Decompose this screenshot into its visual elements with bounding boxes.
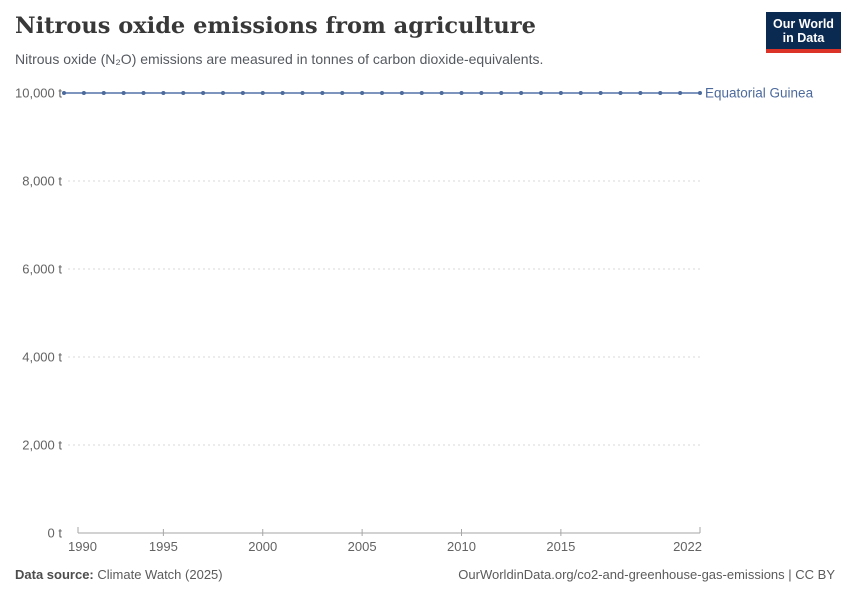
x-axis-tick-label: 2005 — [348, 539, 377, 554]
y-axis-tick-label: 0 t — [48, 526, 63, 541]
data-point-marker — [678, 91, 683, 95]
data-point-marker — [340, 91, 345, 95]
owid-logo-red-bar — [766, 49, 841, 53]
data-point-marker — [360, 91, 365, 95]
data-point-marker — [181, 91, 186, 95]
data-point-marker — [240, 91, 245, 95]
data-point-marker — [81, 91, 86, 95]
data-point-marker — [658, 91, 663, 95]
data-source-label: Data source: — [15, 567, 94, 582]
data-point-marker — [320, 91, 325, 95]
data-point-marker — [519, 91, 524, 95]
data-point-marker — [380, 91, 384, 95]
data-point-marker — [280, 91, 285, 95]
y-axis-tick-label: 6,000 t — [22, 262, 62, 277]
data-point-marker — [439, 91, 444, 95]
data-point-marker — [459, 91, 464, 95]
credit-line: OurWorldinData.org/co2-and-greenhouse-ga… — [458, 567, 835, 582]
data-source: Data source: Climate Watch (2025) — [15, 567, 223, 582]
page-title: Nitrous oxide emissions from agriculture — [15, 13, 536, 39]
x-axis-tick-label: 2022 — [673, 539, 702, 554]
data-point-marker — [121, 91, 126, 95]
data-point-marker — [698, 91, 702, 95]
data-point-marker — [499, 91, 504, 95]
data-point-marker — [62, 91, 66, 95]
y-axis-tick-label: 4,000 t — [22, 350, 62, 365]
data-point-marker — [539, 91, 543, 95]
owid-logo-line1: Our World — [773, 16, 834, 31]
x-axis-tick-label: 2010 — [447, 539, 476, 554]
x-axis-tick-label: 2015 — [546, 539, 575, 554]
chart-subtitle: Nitrous oxide (N₂O) emissions are measur… — [15, 51, 544, 67]
data-source-value: Climate Watch (2025) — [97, 567, 223, 582]
data-point-marker — [399, 91, 404, 95]
owid-logo: Our World in Data — [766, 12, 841, 53]
data-point-marker — [638, 91, 643, 95]
data-point-marker — [221, 91, 225, 95]
data-point-marker — [479, 91, 484, 95]
data-point-marker — [300, 91, 305, 95]
entity-label: Equatorial Guinea — [705, 86, 814, 101]
data-point-marker — [598, 91, 603, 95]
chart-footer: Data source: Climate Watch (2025) OurWor… — [15, 567, 835, 582]
x-axis-tick-label: 1995 — [149, 539, 178, 554]
data-point-marker — [578, 91, 583, 95]
data-point-marker — [618, 91, 623, 95]
x-axis-tick-label: 2000 — [248, 539, 277, 554]
owid-logo-line2: in Data — [782, 30, 825, 45]
data-point-marker — [558, 91, 563, 95]
owid-logo-text: Our World in Data — [766, 12, 841, 49]
data-point-marker — [101, 91, 106, 95]
x-axis-tick-label: 1990 — [68, 539, 97, 554]
data-point-marker — [201, 91, 206, 95]
data-point-marker — [419, 91, 424, 95]
data-point-marker — [141, 91, 146, 95]
y-axis-tick-label: 2,000 t — [22, 438, 62, 453]
y-axis-tick-label: 10,000 t — [15, 86, 62, 101]
y-axis-tick-label: 8,000 t — [22, 174, 62, 189]
data-point-marker — [260, 91, 265, 95]
data-point-marker — [161, 91, 166, 95]
